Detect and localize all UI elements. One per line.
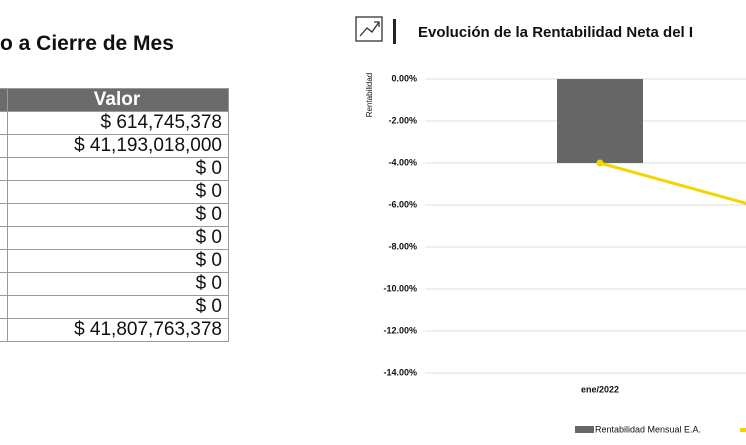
- divider: [393, 19, 396, 44]
- line-point: [596, 159, 604, 167]
- table-row: $ 0: [0, 203, 229, 227]
- table-row: $ 0: [0, 249, 229, 273]
- table-row: $ 41,193,018,000: [0, 134, 229, 158]
- value-table: Valor $ 614,745,378 $ 41,193,018,000 $ 0 $ 0…: [0, 88, 229, 342]
- bar: [557, 79, 643, 163]
- table-row: $ 0: [0, 295, 229, 319]
- legend-label: Rentabilidad Mensual E.A.: [595, 424, 701, 434]
- y-tick-label: -6.00%: [388, 199, 417, 209]
- cell: $ 41,193,018,000: [7, 134, 229, 158]
- table-row: $ 41,807,763,378: [0, 318, 229, 342]
- y-tick-label: -14.00%: [383, 367, 417, 377]
- cell: $ 0: [7, 203, 229, 227]
- table-row: $ 0: [0, 180, 229, 204]
- y-tick-label: -2.00%: [388, 115, 417, 125]
- cell: $ 0: [7, 157, 229, 181]
- line: [599, 161, 746, 205]
- y-axis-label: Rentabilidad: [365, 73, 374, 117]
- table-row: Valor: [0, 88, 229, 112]
- table-row: $ 0: [0, 157, 229, 181]
- cell: $ 0: [7, 180, 229, 204]
- section-title: o a Cierre de Mes: [0, 32, 174, 55]
- y-tick-label: -4.00%: [388, 157, 417, 167]
- cell: $ 41,807,763,378: [7, 318, 229, 342]
- cell: $ 0: [7, 226, 229, 250]
- table-row: $ 0: [0, 272, 229, 296]
- cell: Valor: [7, 88, 229, 112]
- legend-swatch: [575, 426, 594, 433]
- legend-swatch: [740, 428, 746, 432]
- cell: $ 0: [7, 295, 229, 319]
- chart-icon: [355, 16, 383, 42]
- y-tick-label: -10.00%: [383, 283, 417, 293]
- x-tick-label: ene/2022: [581, 384, 619, 394]
- y-tick-label: -8.00%: [388, 241, 417, 251]
- y-tick-label: -12.00%: [383, 325, 417, 335]
- chart-title: Evolución de la Rentabilidad Neta del I: [418, 24, 693, 41]
- cell: $ 0: [7, 272, 229, 296]
- y-tick-label: 0.00%: [391, 73, 417, 83]
- table-row: $ 0: [0, 226, 229, 250]
- cell: $ 0: [7, 249, 229, 273]
